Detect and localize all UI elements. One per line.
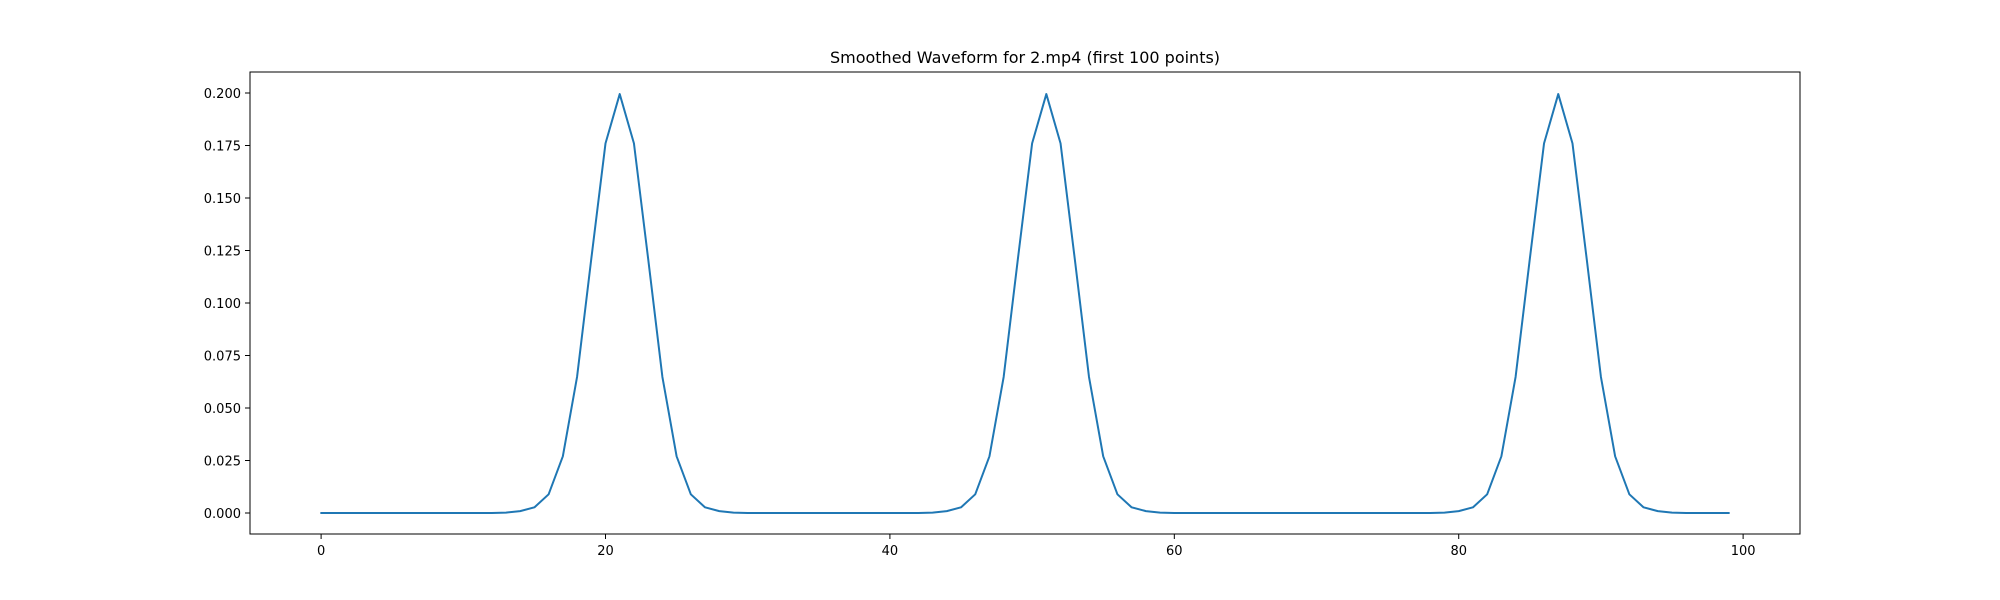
y-tick-label: 0.075 bbox=[204, 350, 241, 365]
plot-frame bbox=[249, 71, 1801, 535]
y-axis: 0.000 0.025 0.050 0.075 0.100 0.125 0.150 0.175… bbox=[204, 87, 250, 522]
y-tick-label: 0.200 bbox=[204, 87, 241, 102]
x-tick-label: 60 bbox=[1166, 544, 1183, 559]
x-axis: 0 20 40 60 80 100 bbox=[317, 534, 1756, 559]
x-tick-label: 20 bbox=[597, 544, 614, 559]
x-tick-label: 0 bbox=[317, 544, 325, 559]
y-tick-label: 0.050 bbox=[204, 402, 241, 417]
y-tick-label: 0.150 bbox=[204, 192, 241, 207]
x-tick-label: 100 bbox=[1731, 544, 1756, 559]
y-tick-label: 0.000 bbox=[204, 507, 241, 522]
x-tick-label: 40 bbox=[882, 544, 899, 559]
y-tick-label: 0.100 bbox=[204, 297, 241, 312]
y-tick-label: 0.175 bbox=[204, 140, 241, 155]
chart-title: Smoothed Waveform for 2.mp4 (first 100 p… bbox=[830, 48, 1220, 67]
x-tick-label: 80 bbox=[1450, 544, 1467, 559]
y-tick-label: 0.125 bbox=[204, 245, 241, 260]
y-tick-label: 0.025 bbox=[204, 455, 241, 470]
series-line bbox=[320, 93, 1730, 514]
